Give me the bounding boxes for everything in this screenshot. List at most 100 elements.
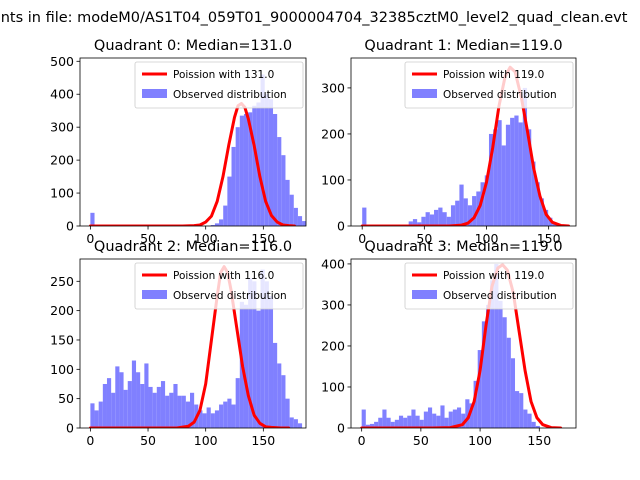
histogram-bar [394, 419, 399, 428]
histogram-bar [473, 380, 478, 428]
axes-frame [350, 57, 577, 227]
y-tick-label: 50 [58, 391, 74, 406]
histogram-bar [198, 410, 203, 428]
histogram-bar [515, 391, 520, 428]
histogram-bar [522, 87, 528, 226]
histogram-bar [235, 127, 240, 226]
histogram-bar [543, 209, 549, 226]
histogram-bar [256, 310, 261, 428]
histogram-bar [297, 423, 303, 428]
histogram-bar [310, 225, 314, 226]
legend: Poission with 119.0 Observed distribution [404, 262, 574, 310]
legend-observed-label: Observed distribution [173, 89, 287, 101]
histogram-bar [136, 372, 141, 428]
histogram-bar [231, 146, 236, 226]
histogram-bar [411, 409, 416, 428]
x-tick-label: 50 [140, 433, 156, 448]
histogram-bar [306, 224, 310, 226]
histogram-bar [427, 407, 433, 428]
histogram-bar [106, 378, 112, 428]
histogram-bar [227, 176, 232, 226]
histogram-bar [459, 184, 464, 226]
histogram-bar [123, 389, 128, 428]
histogram-bar [181, 395, 186, 428]
histogram-bar [531, 161, 536, 226]
histogram-bar [210, 413, 215, 428]
histogram-bar [223, 205, 228, 226]
histogram-bar [539, 198, 544, 226]
histogram-bar [415, 415, 420, 428]
quadrant-0-title: Quadrant 0: Median=131.0 [94, 38, 292, 54]
histogram-bar [214, 223, 220, 226]
quadrant-2-title: Quadrant 2: Median=116.0 [94, 239, 292, 255]
histogram-bar [219, 219, 224, 226]
histogram-bar [519, 393, 524, 428]
legend: Poission with 119.0 Observed distribution [404, 61, 574, 109]
histogram-bar [285, 398, 290, 428]
histogram-bar [268, 295, 274, 428]
histogram-bar [177, 395, 182, 428]
histogram-bar [289, 417, 294, 428]
legend: Poission with 131.0 Observed distribution [134, 61, 304, 109]
histogram-bar [490, 280, 495, 428]
poisson-curve [88, 101, 296, 226]
histogram-bar [505, 124, 511, 226]
histogram-bar [252, 281, 257, 428]
x-tick-label: 50 [140, 231, 156, 246]
histogram-bar [169, 392, 174, 428]
histogram-bar [527, 413, 532, 428]
quadrant-3-plot-area [360, 263, 563, 428]
histogram-bar [152, 392, 157, 428]
histogram-bar [293, 207, 298, 226]
y-tick-label: 300 [321, 80, 345, 95]
histogram-bar [90, 212, 95, 226]
x-tick-label: 0 [86, 433, 94, 448]
histogram-bar [455, 200, 460, 226]
histogram-bar [297, 216, 303, 226]
histogram-bar [477, 350, 482, 428]
histogram-bar [452, 409, 457, 428]
histogram-bar [425, 212, 430, 226]
histogram-bar [248, 278, 253, 428]
histogram-bar [510, 117, 515, 226]
histogram-bar [484, 175, 489, 226]
histogram-bar [506, 337, 511, 428]
histogram-bar [412, 219, 418, 226]
quadrant-2-panel: 0 50 100 150 0 50 100 150 200 250 Quadrant 2: Medi… [50, 239, 307, 448]
legend-observed-label: Observed distribution [173, 290, 287, 302]
x-tick-label: 150 [527, 433, 551, 448]
histogram-bar [281, 155, 286, 226]
histogram-bar [535, 182, 540, 226]
histogram-bar [510, 358, 516, 428]
y-tick-label: 400 [321, 256, 345, 271]
histogram-bar [438, 207, 443, 226]
legend-box [134, 61, 304, 109]
histogram-bar [277, 363, 282, 428]
histogram-bar [488, 133, 494, 226]
histogram-bar [497, 120, 502, 226]
histogram-bar [369, 423, 375, 428]
histogram-bar [243, 114, 249, 226]
x-tick-label: 100 [475, 231, 499, 246]
quadrant-2-plot-area [88, 265, 303, 428]
histogram-bar [260, 74, 265, 226]
histogram-bar [185, 401, 190, 428]
histogram-bar [535, 425, 540, 428]
histogram-bar [362, 207, 367, 226]
y-tick-label: 0 [337, 421, 345, 436]
quadrant-3-title: Quadrant 3: Median=119.0 [364, 239, 562, 255]
histogram-bar [243, 304, 249, 428]
histogram-bar [436, 415, 441, 428]
histogram-bar [442, 212, 447, 226]
y-tick-label: 0 [66, 219, 74, 234]
histogram-bar [210, 225, 215, 226]
y-tick-label: 100 [50, 186, 74, 201]
legend-observed-label: Observed distribution [443, 89, 557, 101]
axes-frame [79, 258, 307, 429]
y-tick-label: 300 [50, 120, 74, 135]
histogram-bar [531, 421, 536, 428]
legend-observed-label: Observed distribution [443, 290, 557, 302]
histogram-bar [450, 205, 456, 226]
histogram-bar [190, 392, 195, 428]
histogram-bar [273, 342, 278, 428]
